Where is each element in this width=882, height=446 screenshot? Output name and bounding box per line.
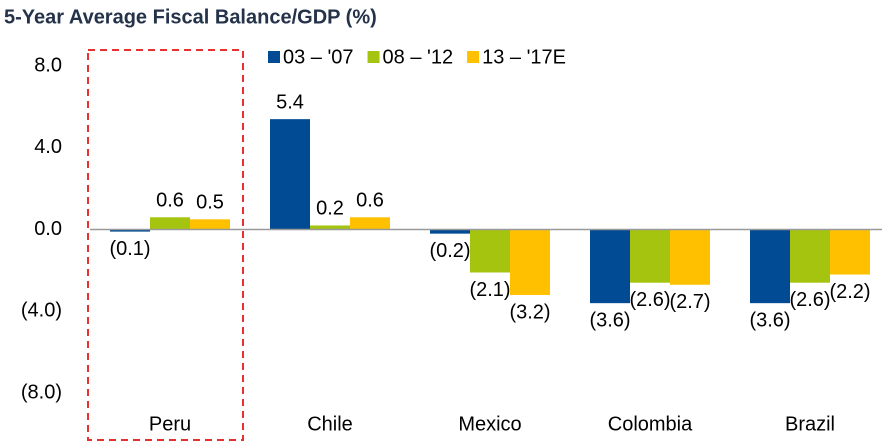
bar xyxy=(750,229,790,304)
data-label: (3.6) xyxy=(749,309,790,331)
bar xyxy=(350,217,390,230)
bar xyxy=(430,229,470,234)
data-label: 0.2 xyxy=(316,198,344,220)
bar xyxy=(510,229,550,295)
data-label: (3.2) xyxy=(509,301,550,323)
legend-swatch xyxy=(367,51,380,63)
data-label: (2.6) xyxy=(629,289,670,311)
bar xyxy=(790,229,830,283)
x-tick-label: Mexico xyxy=(458,413,521,435)
data-label: (3.6) xyxy=(589,309,630,331)
x-tick-label: Peru xyxy=(149,413,191,435)
data-label: (0.2) xyxy=(429,240,470,262)
y-tick-label: (8.0) xyxy=(21,381,62,403)
data-label: (2.1) xyxy=(469,279,510,301)
data-label: 0.6 xyxy=(156,190,184,212)
data-label: (2.6) xyxy=(789,289,830,311)
bar xyxy=(830,229,870,275)
legend-label: 08 – '12 xyxy=(383,46,454,68)
bar xyxy=(670,229,710,285)
data-label: 0.5 xyxy=(196,192,224,214)
data-label: (0.1) xyxy=(109,238,150,260)
legend-swatch xyxy=(268,51,280,63)
y-tick-label: 4.0 xyxy=(34,136,62,158)
x-tick-label: Brazil xyxy=(785,413,835,435)
legend-label: 03 – '07 xyxy=(283,46,354,68)
data-label: 5.4 xyxy=(276,91,304,113)
data-label: (2.7) xyxy=(669,291,710,313)
x-tick-label: Chile xyxy=(307,413,353,435)
y-tick-label: (4.0) xyxy=(21,300,62,322)
bar xyxy=(590,229,630,304)
chart-title: 5-Year Average Fiscal Balance/GDP (%) xyxy=(4,6,377,28)
bar xyxy=(630,229,670,283)
bar xyxy=(110,229,150,232)
bar xyxy=(470,229,510,273)
y-tick-label: 0.0 xyxy=(34,218,62,240)
data-label: (2.2) xyxy=(829,281,870,303)
legend-swatch xyxy=(467,51,480,63)
legend-label: 13 – '17E xyxy=(482,46,566,68)
y-tick-label: 8.0 xyxy=(34,54,62,76)
x-tick-label: Colombia xyxy=(608,413,693,435)
data-label: 0.6 xyxy=(356,190,384,212)
bar xyxy=(150,217,190,230)
bar xyxy=(190,219,230,230)
bar xyxy=(310,225,350,230)
bar xyxy=(270,119,310,230)
highlight-box xyxy=(87,49,244,441)
